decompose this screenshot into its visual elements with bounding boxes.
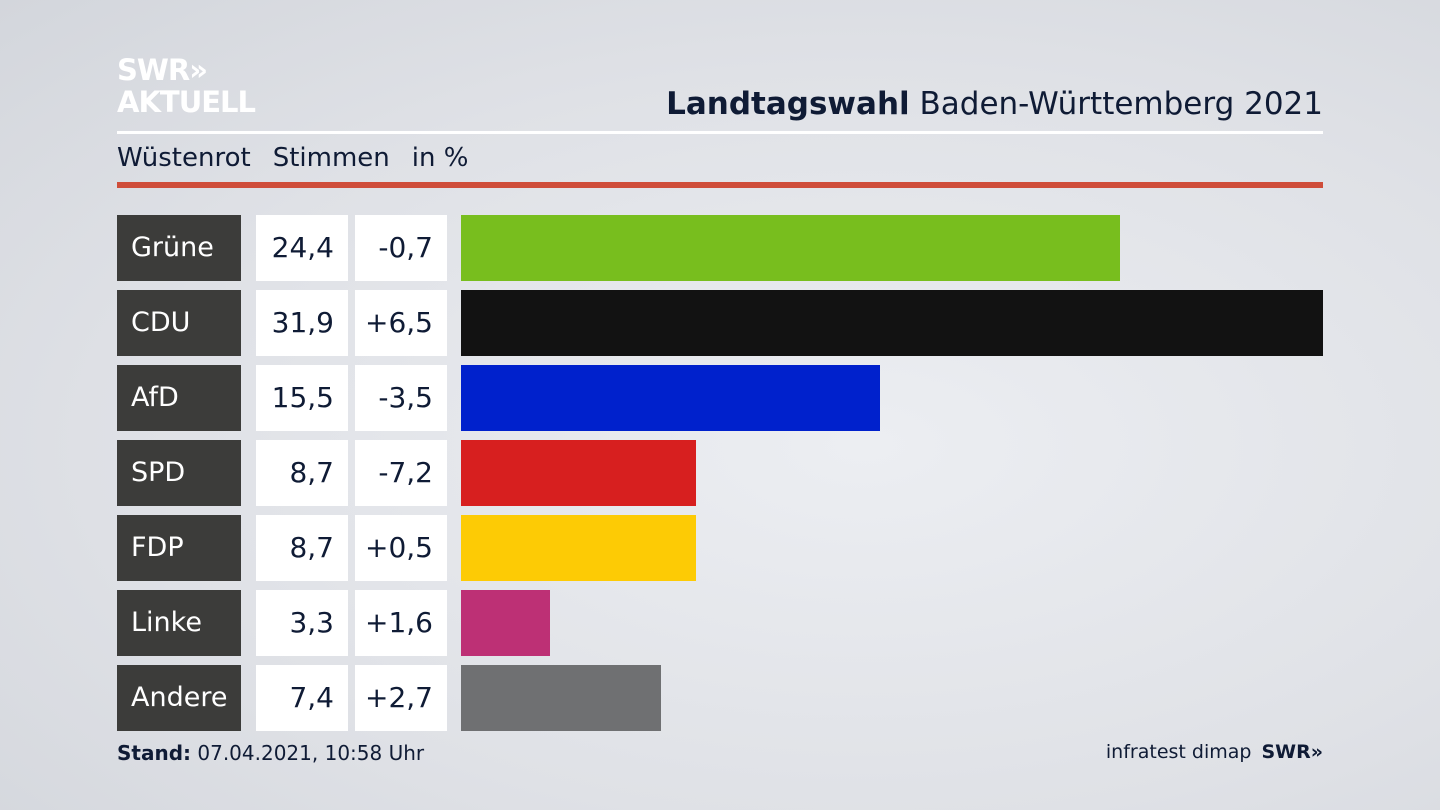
vote-change: +0,5 [355,515,447,581]
vote-share: 31,9 [256,290,348,356]
party-label: Linke [117,590,241,656]
vote-change: +6,5 [355,290,447,356]
vote-share: 3,3 [256,590,348,656]
bar-fdp [461,515,697,581]
party-row: Grüne 24,4 -0,7 [117,215,1323,281]
vote-share: 8,7 [256,515,348,581]
bar-andere [461,665,661,731]
bar-grüne [461,215,1121,281]
party-label: Andere [117,665,241,731]
party-label: AfD [117,365,241,431]
vote-change: -3,5 [355,365,447,431]
vote-share: 7,4 [256,665,348,731]
timestamp: Stand: 07.04.2021, 10:58 Uhr [117,741,425,765]
vote-change: +1,6 [355,590,447,656]
party-row: Andere 7,4 +2,7 [117,665,1323,731]
vote-change: -7,2 [355,440,447,506]
vote-share: 15,5 [256,365,348,431]
vote-change: -0,7 [355,215,447,281]
page-title: Landtagswahl Baden-Württemberg 2021 [666,86,1323,122]
party-row: SPD 8,7 -7,2 [117,440,1323,506]
vote-change: +2,7 [355,665,447,731]
party-row: Linke 3,3 +1,6 [117,590,1323,656]
party-label: Grüne [117,215,241,281]
bar-spd [461,440,697,506]
party-row: FDP 8,7 +0,5 [117,515,1323,581]
vote-share: 8,7 [256,440,348,506]
bar-afd [461,365,880,431]
swr-aktuell-logo: SWR» AKTUELL [117,53,256,119]
divider [117,131,1323,134]
vote-share: 24,4 [256,215,348,281]
source: infratest dimap SWR» [1105,741,1323,763]
party-label: SPD [117,440,241,506]
party-row: CDU 31,9 +6,5 [117,290,1323,356]
subheader: Wüstenrot Stimmen in % [117,143,469,173]
party-label: FDP [117,515,241,581]
bar-linke [461,590,551,656]
party-label: CDU [117,290,241,356]
party-row: AfD 15,5 -3,5 [117,365,1323,431]
accent-divider [117,182,1323,188]
bar-cdu [461,290,1323,356]
